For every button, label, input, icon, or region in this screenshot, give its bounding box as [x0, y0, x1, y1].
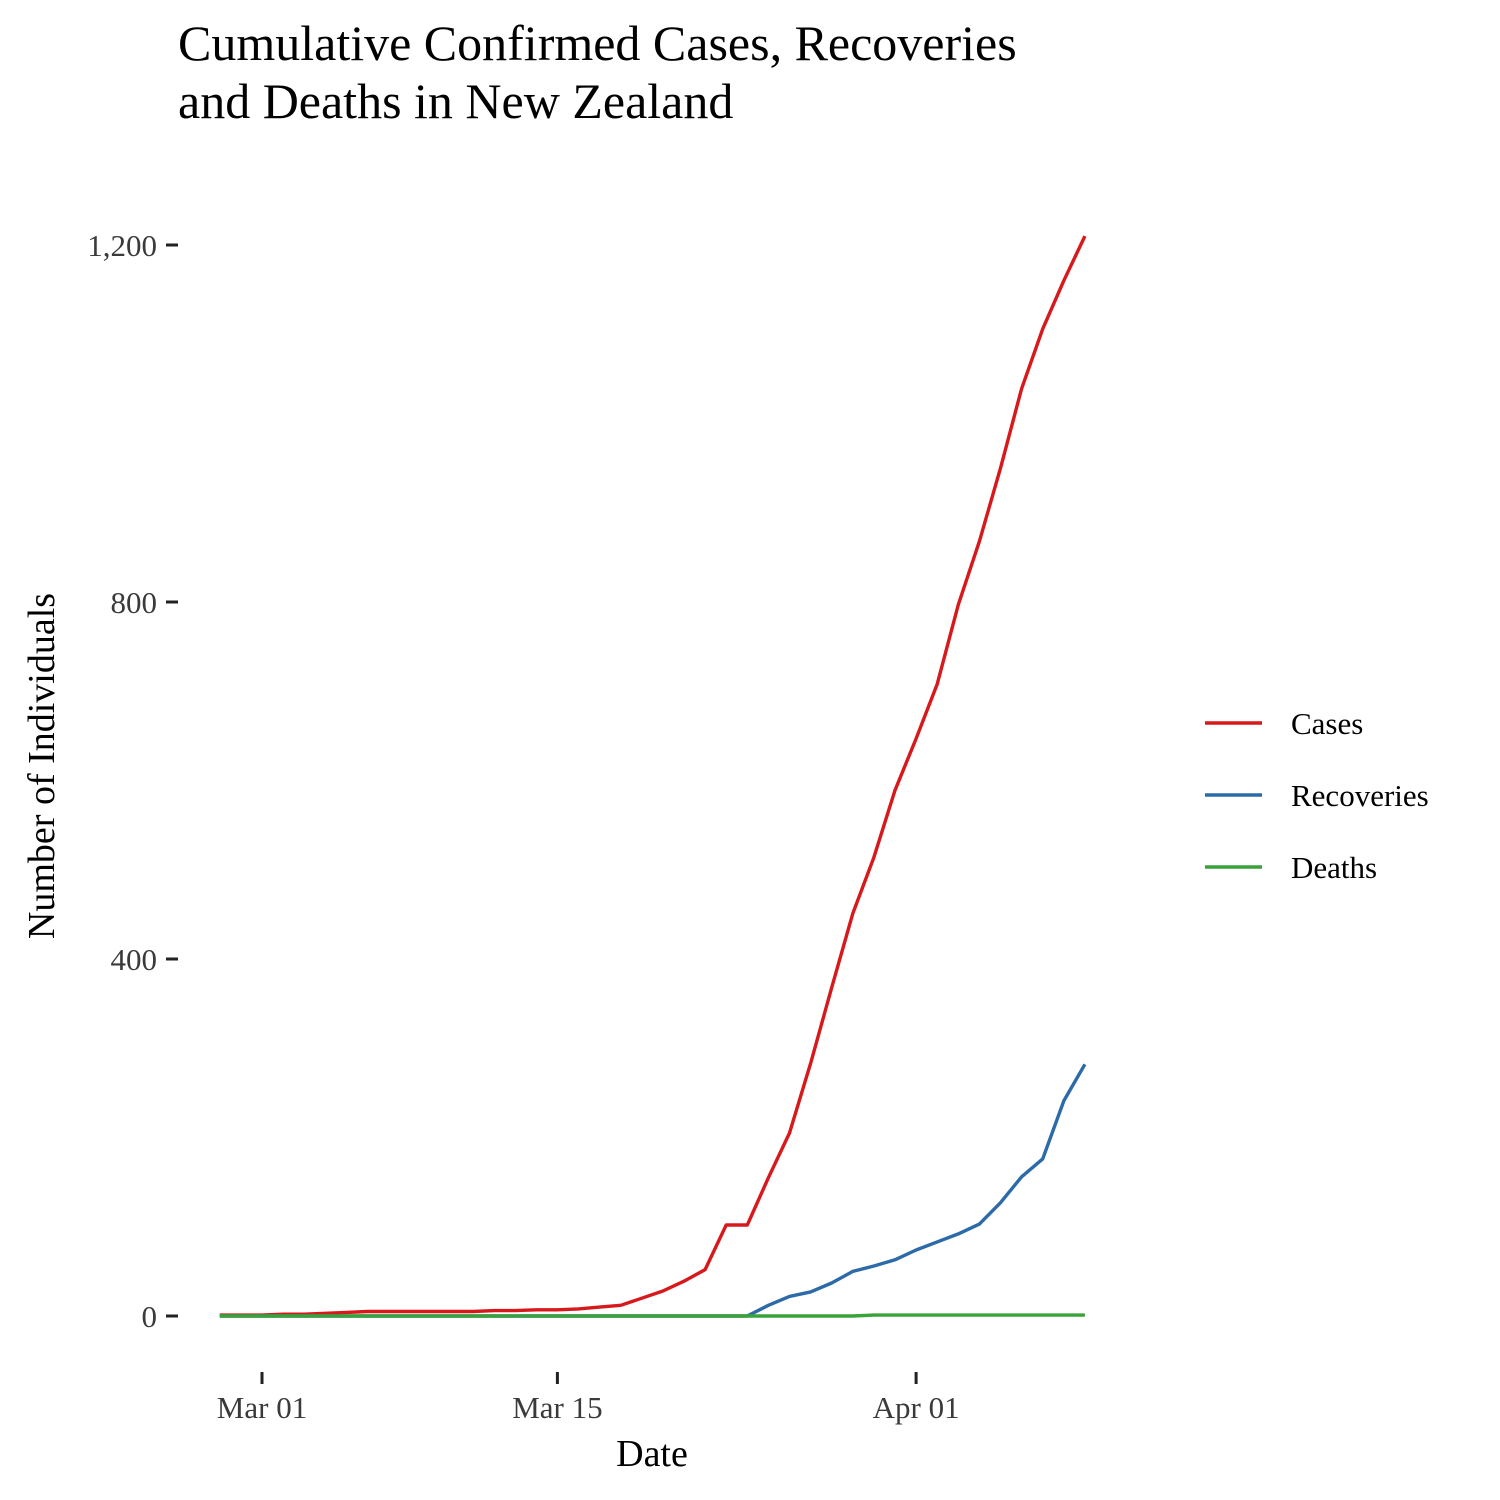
- series-line-cases: [219, 235, 1087, 1317]
- x-tick-label: Mar 01: [217, 1390, 307, 1425]
- x-tick-label: Apr 01: [873, 1390, 960, 1425]
- series-line-deaths: [219, 1313, 1085, 1318]
- chart-title-line-1: Cumulative Confirmed Cases, Recoveries: [178, 15, 1017, 71]
- chart-title-line-2: and Deaths in New Zealand: [178, 73, 733, 129]
- x-axis: Mar 01 Mar 15 Apr 01: [217, 1372, 960, 1425]
- legend-label-cases: Cases: [1291, 706, 1363, 741]
- y-axis-title: Number of Individuals: [21, 593, 63, 939]
- y-tick-label: 800: [111, 585, 158, 620]
- legend-label-recoveries: Recoveries: [1291, 778, 1429, 813]
- y-axis: 0 400 800 1,200: [87, 228, 178, 1334]
- x-axis-title: Date: [616, 1433, 688, 1475]
- legend: Cases Recoveries Deaths: [1205, 706, 1429, 885]
- legend-label-deaths: Deaths: [1291, 850, 1377, 885]
- series-line-recoveries: [219, 1063, 1087, 1318]
- y-tick-label: 1,200: [87, 228, 157, 263]
- y-tick-label: 0: [142, 1299, 158, 1334]
- y-tick-label: 400: [111, 942, 158, 977]
- x-tick-label: Mar 15: [512, 1390, 602, 1425]
- plot-area: [219, 235, 1087, 1318]
